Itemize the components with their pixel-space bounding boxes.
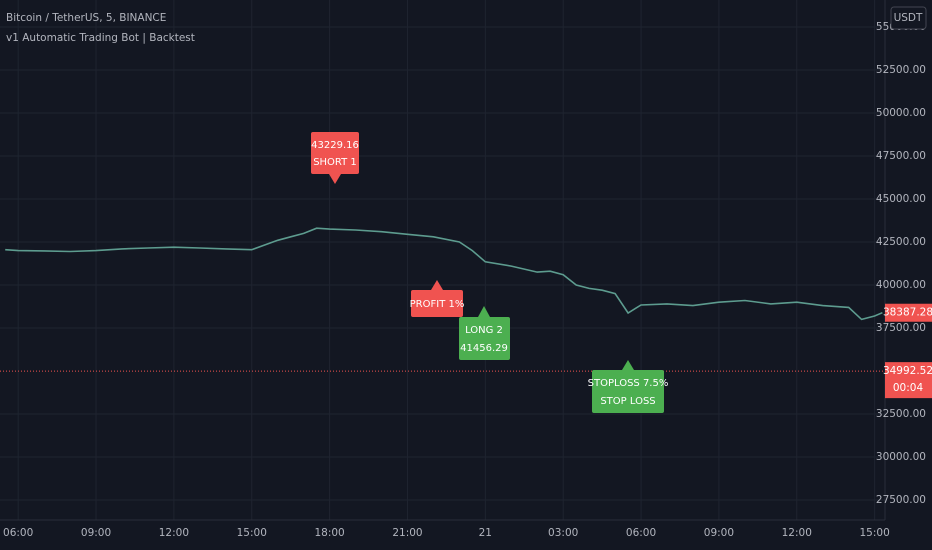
- x-tick-label: 06:00: [626, 527, 656, 539]
- last-price-label: 38387.28: [883, 307, 932, 319]
- y-tick-label: 47500.00: [876, 150, 926, 162]
- y-tick-label: 42500.00: [876, 236, 926, 248]
- label-box: [592, 370, 664, 413]
- x-tick-label: 09:00: [704, 527, 734, 539]
- profit-label: PROFIT 1%: [410, 280, 465, 317]
- x-tick-label: 09:00: [81, 527, 111, 539]
- short-label: 43229.16 SHORT 1: [311, 132, 359, 184]
- plot: [0, 227, 885, 372]
- y-tick-label: 37500.00: [876, 322, 926, 334]
- long-label: LONG 2 41456.29: [459, 306, 510, 360]
- x-tick-label: 15:00: [859, 527, 889, 539]
- grid: [0, 0, 885, 520]
- y-tick-label: 40000.00: [876, 279, 926, 291]
- y-tick-label: 45000.00: [876, 193, 926, 205]
- chart-title: Bitcoin / TetherUS, 5, BINANCE: [6, 12, 166, 24]
- label-pointer: [622, 360, 634, 370]
- axis: 55000.0052500.0050000.0047500.0045000.00…: [3, 21, 932, 539]
- label-pointer: [431, 280, 443, 290]
- y-tick-label: 52500.00: [876, 64, 926, 76]
- label-text: LONG 2: [465, 325, 503, 336]
- price-line: [5, 227, 883, 321]
- x-tick-label: 12:00: [159, 527, 189, 539]
- label-pointer: [329, 174, 341, 184]
- label-box: [411, 290, 463, 317]
- label-text: 41456.29: [460, 343, 508, 354]
- x-tick-label: 21:00: [392, 527, 422, 539]
- countdown-label: 00:04: [893, 382, 924, 394]
- stop-price-badge: [885, 362, 932, 399]
- x-tick-label: 21: [479, 527, 492, 539]
- y-tick-label: 30000.00: [876, 451, 926, 463]
- annotations: 43229.16 SHORT 1 PROFIT 1% LONG 2 41456.…: [311, 132, 668, 413]
- chart-subtitle: v1 Automatic Trading Bot | Backtest: [6, 32, 195, 44]
- y-tick-label: 27500.00: [876, 494, 926, 506]
- label-text: STOP LOSS: [600, 396, 655, 407]
- label-text: 43229.16: [311, 140, 359, 151]
- label-box: [311, 132, 359, 174]
- x-tick-label: 06:00: [3, 527, 33, 539]
- y-tick-label: 50000.00: [876, 107, 926, 119]
- label-text: STOPLOSS 7.5%: [588, 378, 669, 389]
- label-text: PROFIT 1%: [410, 299, 465, 310]
- x-tick-label: 12:00: [782, 527, 812, 539]
- currency-label: USDT: [894, 12, 923, 24]
- label-box: [459, 317, 510, 360]
- label-pointer: [478, 306, 490, 317]
- x-tick-label: 03:00: [548, 527, 578, 539]
- y-tick-label: 32500.00: [876, 408, 926, 420]
- last-price-badge: [885, 303, 932, 322]
- stoploss-label: STOPLOSS 7.5% STOP LOSS: [588, 360, 669, 413]
- label-text: SHORT 1: [313, 157, 357, 168]
- x-tick-label: 18:00: [314, 527, 344, 539]
- currency-badge[interactable]: [890, 6, 927, 30]
- stop-price-label: 34992.52: [883, 365, 932, 377]
- x-tick-label: 15:00: [237, 527, 267, 539]
